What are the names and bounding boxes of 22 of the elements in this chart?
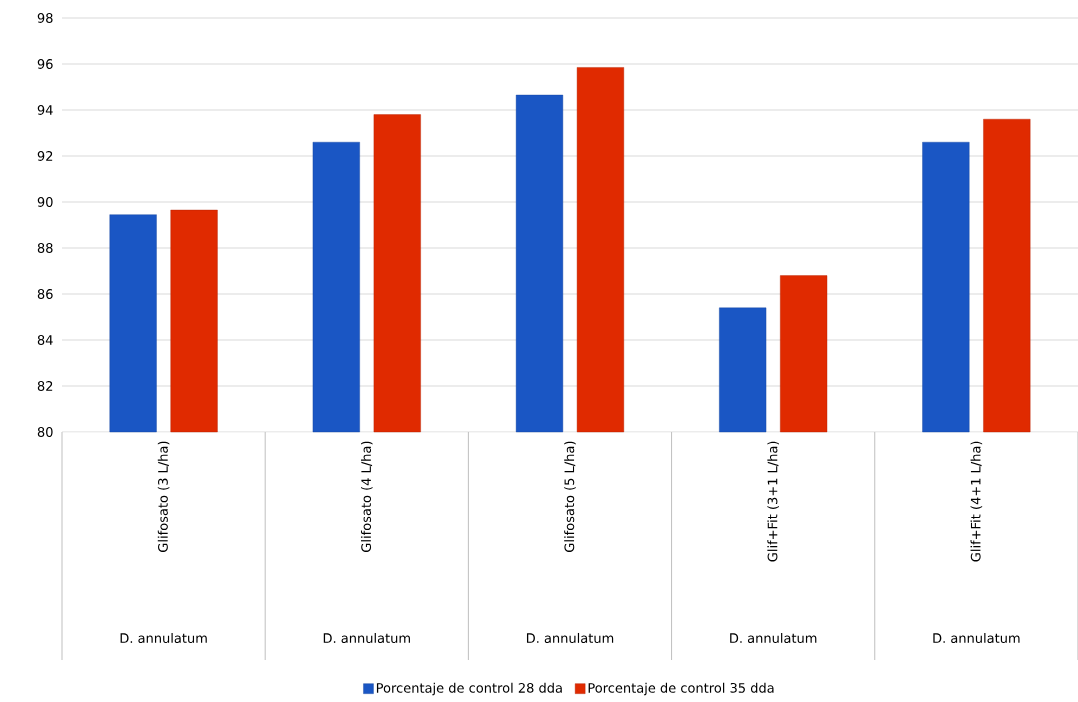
text: D. annulatum <box>526 632 614 644</box>
text: D. annulatum <box>323 632 410 644</box>
y-tick-label: 98 <box>37 13 53 23</box>
x-tick-label: Glif+Fit (3+1 L/ha) <box>767 441 779 562</box>
y-tick-label: 96 <box>37 59 53 69</box>
legend-label: Porcentaje de control 28 dda <box>376 682 562 696</box>
y-tick-label: 80 <box>37 427 53 437</box>
y-tick-label: 84 <box>37 335 53 345</box>
x-tick-label: Glifosato (5 L/ha) <box>564 441 576 552</box>
legend-label: Porcentaje de control 35 dda <box>588 682 774 696</box>
y-tick-label: 94 <box>37 105 53 115</box>
text: D. annulatum <box>933 632 1020 644</box>
x-tick-label: Glif+Fit (4+1 L/ha) <box>970 441 983 562</box>
y-tick-label: 86 <box>37 289 53 299</box>
text: D. annulatum <box>730 632 817 644</box>
x-tick-label: Glifosato (4 L/ha) <box>360 441 373 552</box>
y-tick-label: 90 <box>37 197 53 207</box>
text: D. annulatum <box>120 632 207 644</box>
x-tick-label: Glifosato (3 L/ha) <box>157 441 170 552</box>
y-tick-label: 88 <box>37 243 53 253</box>
y-tick-label: 82 <box>37 381 53 391</box>
y-tick-label: 92 <box>37 151 53 161</box>
